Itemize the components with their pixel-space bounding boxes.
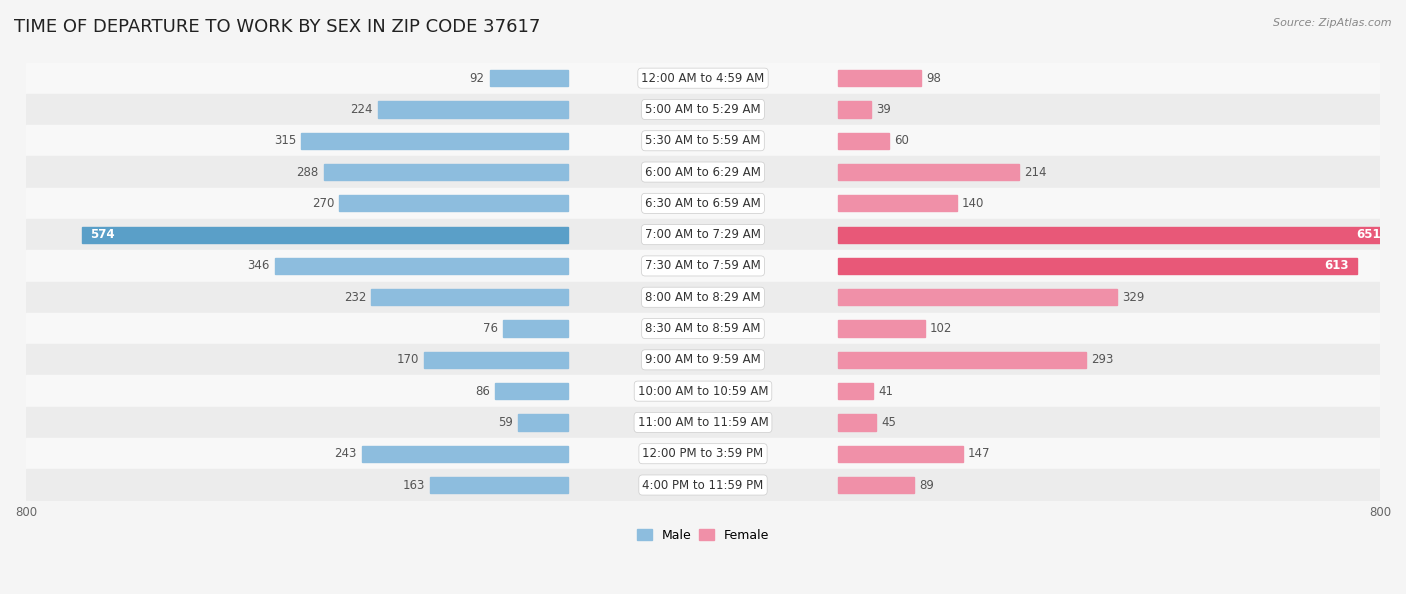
Bar <box>27 250 1379 282</box>
Text: 315: 315 <box>274 134 297 147</box>
Text: 12:00 AM to 4:59 AM: 12:00 AM to 4:59 AM <box>641 72 765 85</box>
Bar <box>838 226 1389 243</box>
Bar <box>27 156 1379 188</box>
Text: 8:00 AM to 8:29 AM: 8:00 AM to 8:29 AM <box>645 290 761 304</box>
Bar <box>27 282 1379 313</box>
Text: Source: ZipAtlas.com: Source: ZipAtlas.com <box>1274 18 1392 28</box>
Text: 7:00 AM to 7:29 AM: 7:00 AM to 7:29 AM <box>645 228 761 241</box>
Text: 163: 163 <box>402 479 425 491</box>
Text: 45: 45 <box>882 416 897 429</box>
Text: 41: 41 <box>879 385 893 397</box>
Bar <box>27 62 1379 94</box>
Text: 613: 613 <box>1324 260 1348 273</box>
Bar <box>423 352 568 368</box>
Text: 293: 293 <box>1091 353 1114 366</box>
Bar <box>27 375 1379 407</box>
Bar <box>371 289 568 305</box>
Text: 346: 346 <box>247 260 270 273</box>
Bar <box>503 320 568 337</box>
Bar <box>489 70 568 86</box>
Bar <box>838 383 873 399</box>
Text: 140: 140 <box>962 197 984 210</box>
Text: 6:30 AM to 6:59 AM: 6:30 AM to 6:59 AM <box>645 197 761 210</box>
Text: 10:00 AM to 10:59 AM: 10:00 AM to 10:59 AM <box>638 385 768 397</box>
Text: 59: 59 <box>498 416 513 429</box>
Text: 170: 170 <box>396 353 419 366</box>
Text: 270: 270 <box>312 197 335 210</box>
Bar <box>27 125 1379 156</box>
Text: 329: 329 <box>1122 290 1144 304</box>
Bar <box>838 258 1357 274</box>
Bar <box>27 438 1379 469</box>
Text: 214: 214 <box>1025 166 1047 179</box>
Text: 7:30 AM to 7:59 AM: 7:30 AM to 7:59 AM <box>645 260 761 273</box>
Bar <box>838 446 963 462</box>
Legend: Male, Female: Male, Female <box>631 524 775 547</box>
Bar <box>838 414 876 431</box>
Text: 4:00 PM to 11:59 PM: 4:00 PM to 11:59 PM <box>643 479 763 491</box>
Bar <box>274 258 568 274</box>
Bar <box>27 469 1379 501</box>
Bar <box>838 70 921 86</box>
Text: 288: 288 <box>297 166 319 179</box>
Bar <box>27 407 1379 438</box>
Text: 232: 232 <box>344 290 366 304</box>
Text: 9:00 AM to 9:59 AM: 9:00 AM to 9:59 AM <box>645 353 761 366</box>
Text: 574: 574 <box>90 228 115 241</box>
Bar <box>838 102 872 118</box>
Bar <box>82 226 568 243</box>
Bar <box>361 446 568 462</box>
Text: 243: 243 <box>335 447 357 460</box>
Text: 5:30 AM to 5:59 AM: 5:30 AM to 5:59 AM <box>645 134 761 147</box>
Bar <box>838 164 1019 180</box>
Bar <box>495 383 568 399</box>
Bar <box>430 477 568 493</box>
Text: 98: 98 <box>927 72 941 85</box>
Bar <box>27 94 1379 125</box>
Text: 8:30 AM to 8:59 AM: 8:30 AM to 8:59 AM <box>645 322 761 335</box>
Bar <box>339 195 568 211</box>
Text: 5:00 AM to 5:29 AM: 5:00 AM to 5:29 AM <box>645 103 761 116</box>
Bar <box>838 289 1116 305</box>
Text: 651: 651 <box>1357 228 1381 241</box>
Bar <box>323 164 568 180</box>
Text: 92: 92 <box>470 72 485 85</box>
Text: 76: 76 <box>484 322 498 335</box>
Text: 6:00 AM to 6:29 AM: 6:00 AM to 6:29 AM <box>645 166 761 179</box>
Bar <box>838 132 889 149</box>
Text: 86: 86 <box>475 385 489 397</box>
Text: 89: 89 <box>918 479 934 491</box>
Bar <box>838 320 925 337</box>
Bar <box>27 188 1379 219</box>
Bar <box>838 352 1087 368</box>
Bar <box>27 313 1379 344</box>
Text: 102: 102 <box>929 322 952 335</box>
Text: 60: 60 <box>894 134 910 147</box>
Bar <box>838 195 957 211</box>
Bar <box>301 132 568 149</box>
Text: 11:00 AM to 11:59 AM: 11:00 AM to 11:59 AM <box>638 416 768 429</box>
Text: TIME OF DEPARTURE TO WORK BY SEX IN ZIP CODE 37617: TIME OF DEPARTURE TO WORK BY SEX IN ZIP … <box>14 18 540 36</box>
Text: 12:00 PM to 3:59 PM: 12:00 PM to 3:59 PM <box>643 447 763 460</box>
Bar <box>378 102 568 118</box>
Text: 39: 39 <box>876 103 891 116</box>
Text: 224: 224 <box>350 103 373 116</box>
Bar <box>27 219 1379 250</box>
Bar <box>517 414 568 431</box>
Bar <box>27 344 1379 375</box>
Text: 147: 147 <box>967 447 990 460</box>
Bar <box>838 477 914 493</box>
